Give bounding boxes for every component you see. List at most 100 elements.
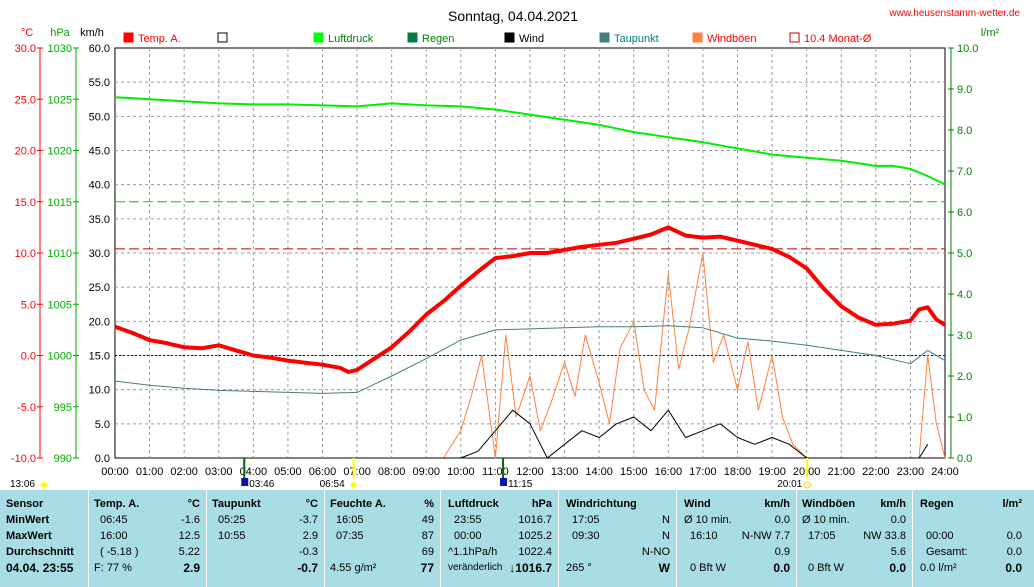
cell-value: 0.0 bbox=[1006, 546, 1022, 558]
x-tick-label: 07:00 bbox=[343, 466, 371, 478]
cell-value: ↓1016.7 bbox=[509, 561, 552, 575]
x-tick-label: 01:00 bbox=[136, 466, 164, 478]
cell-value: 1025.2 bbox=[518, 530, 552, 542]
header-label: Taupunkt bbox=[212, 498, 261, 510]
cell-time: 05:25 bbox=[218, 514, 246, 526]
press-tick-label: 995 bbox=[54, 402, 72, 414]
legend-swatch bbox=[313, 32, 324, 43]
header-unit: °C bbox=[305, 498, 318, 510]
col-wind: Wind km/h Ø 10 min. 0.0 16:10 N-NW 7.7 0.9 … bbox=[684, 490, 790, 587]
moon-icon bbox=[500, 478, 508, 486]
press-tick-label: 1030 bbox=[48, 43, 72, 55]
label-min: MinWert bbox=[6, 514, 50, 526]
rain-tick-label: 0.0 bbox=[957, 453, 972, 465]
x-tick-label: 19:00 bbox=[758, 466, 786, 478]
press-tick-label: 990 bbox=[54, 453, 72, 465]
col-rain: Regen l/m² 00:00 0.0 Gesamt: 0.0 0.0 l/m² 0.… bbox=[920, 490, 1022, 587]
separator bbox=[206, 490, 207, 587]
wind-tick-label: 0.0 bbox=[95, 453, 110, 465]
series-taupunkt bbox=[114, 325, 946, 394]
cell-time: 16:10 bbox=[690, 530, 718, 542]
legend-swatch bbox=[504, 32, 515, 43]
cell-time: Ø 10 min. bbox=[802, 514, 850, 526]
rain-tick-label: 4.0 bbox=[957, 289, 972, 301]
cell-value: 1016.7 bbox=[518, 514, 552, 526]
temp-tick-label: 25.0 bbox=[15, 94, 36, 106]
header-label: Regen bbox=[920, 498, 954, 510]
marker-label: 20:01 bbox=[777, 479, 802, 490]
legend-swatch bbox=[407, 32, 418, 43]
temp-tick-label: 5.0 bbox=[21, 299, 36, 311]
cell-value: 0.0 bbox=[773, 561, 790, 575]
col-press: Luftdruck hPa 23:55 1016.7 00:00 1025.2 ^1.… bbox=[448, 490, 552, 587]
temp-tick-label: -10.0 bbox=[11, 453, 36, 465]
label-max: MaxWert bbox=[6, 530, 52, 542]
cell-time: 00:00 bbox=[454, 530, 482, 542]
x-tick-label: 17:00 bbox=[689, 466, 717, 478]
rain-tick-label: 7.0 bbox=[957, 166, 972, 178]
cell-time: Gesamt: bbox=[926, 546, 968, 558]
press-tick-label: 1020 bbox=[48, 146, 72, 158]
wind-tick-label: 5.0 bbox=[95, 419, 110, 431]
unit-temp: °C bbox=[21, 27, 33, 39]
source-link[interactable]: www.heusenstamm-wetter.de bbox=[888, 8, 1020, 19]
header-label: Wind bbox=[684, 498, 711, 510]
cell-time: 10:55 bbox=[218, 530, 246, 542]
separator bbox=[912, 490, 913, 587]
press-tick-label: 1025 bbox=[48, 94, 72, 106]
rain-tick-label: 10.0 bbox=[957, 43, 978, 55]
x-tick-label: 12:00 bbox=[516, 466, 544, 478]
press-tick-label: 1015 bbox=[48, 197, 72, 209]
header-label: Sensor bbox=[6, 498, 44, 510]
header-unit: km/h bbox=[880, 498, 906, 510]
cell-time: 16:00 bbox=[100, 530, 128, 542]
header-label: Temp. A. bbox=[94, 498, 140, 510]
x-tick-label: 23:00 bbox=[897, 466, 925, 478]
y-axes: 30.0 25.0 20.0 15.0 10.0 5.0 0.0 -5.0 -10.0 1030 1… bbox=[11, 43, 979, 465]
wind-tick-label: 10.0 bbox=[89, 385, 110, 397]
cell-value: 5.6 bbox=[890, 546, 906, 558]
header-label: Luftdruck bbox=[448, 498, 499, 510]
label-now: 04.04. 23:55 bbox=[6, 561, 74, 575]
press-tick-label: 1010 bbox=[48, 248, 72, 260]
separator bbox=[324, 490, 325, 587]
cell-value: 49 bbox=[421, 514, 434, 526]
series-luftdruck bbox=[114, 96, 946, 186]
col-temp: Temp. A. °C 06:45 -1.6 16:00 12.5 ( -5.18 )… bbox=[94, 490, 200, 587]
legend-label: Wind bbox=[519, 33, 544, 45]
wind-tick-label: 20.0 bbox=[89, 316, 110, 328]
cell-value: N bbox=[662, 530, 670, 542]
x-tick-label: 21:00 bbox=[827, 466, 855, 478]
press-tick-label: 1005 bbox=[48, 299, 72, 311]
marker-label: 13:06 bbox=[10, 479, 35, 490]
cell-value: 0.0 bbox=[1005, 561, 1022, 575]
wind-tick-label: 40.0 bbox=[89, 180, 110, 192]
cell-value: 0.9 bbox=[774, 546, 790, 558]
wind-tick-label: 55.0 bbox=[89, 77, 110, 89]
x-tick-label: 02:00 bbox=[170, 466, 198, 478]
legend-swatch bbox=[217, 32, 228, 43]
separator bbox=[440, 490, 441, 587]
cell-time: ( -5.18 ) bbox=[100, 546, 139, 558]
sunrise-icon bbox=[350, 482, 357, 488]
x-tick-label: 08:00 bbox=[378, 466, 406, 478]
cell-value: N-NO bbox=[641, 546, 670, 558]
cell-value: NW 33.8 bbox=[863, 530, 906, 542]
x-tick-label: 09:00 bbox=[412, 466, 440, 478]
legend-label: Taupunkt bbox=[614, 33, 659, 45]
sunset-icon bbox=[803, 481, 811, 489]
x-tick-label: 06:00 bbox=[309, 466, 337, 478]
legend: Temp. A. Luftdruck Regen Wind Taupunkt Windbö… bbox=[123, 32, 872, 45]
cell-time: F: 77 % bbox=[94, 562, 132, 574]
marker-label: 03:46 bbox=[249, 479, 274, 490]
cell-value: 2.9 bbox=[183, 561, 200, 575]
cell-value: N bbox=[662, 514, 670, 526]
row-label: Durchschnitt bbox=[6, 544, 88, 560]
cell-value: 0.0 bbox=[889, 561, 906, 575]
temp-tick-label: 15.0 bbox=[15, 197, 36, 209]
cell-value: 2.9 bbox=[302, 530, 318, 542]
rain-tick-label: 3.0 bbox=[957, 330, 972, 342]
header-unit: km/h bbox=[764, 498, 790, 510]
header-unit: °C bbox=[187, 498, 200, 510]
unit-rain: l/m² bbox=[981, 27, 1000, 39]
